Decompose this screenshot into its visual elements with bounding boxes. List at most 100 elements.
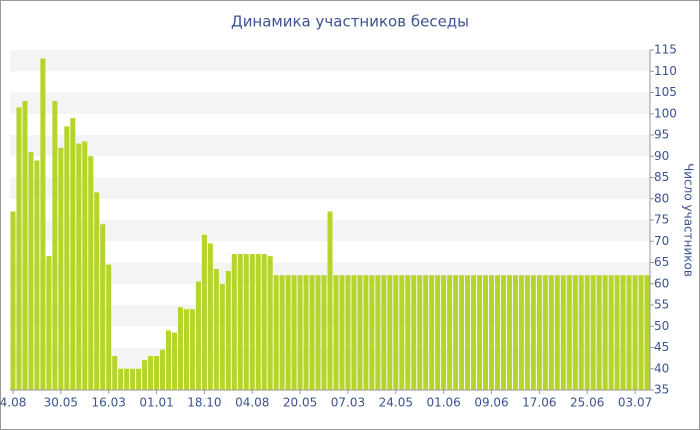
bar (608, 275, 614, 390)
bar (303, 275, 309, 390)
bar (572, 275, 578, 390)
bar (518, 275, 524, 390)
bar (566, 275, 572, 390)
x-tick-label: 01.06 (426, 396, 460, 410)
y-tick-label: 105 (654, 85, 677, 99)
bar (64, 126, 70, 390)
bar (207, 243, 213, 390)
grid-band (10, 50, 650, 72)
bar (201, 234, 207, 390)
y-tick-label: 55 (654, 298, 669, 312)
bar (536, 275, 542, 390)
bar (638, 275, 644, 390)
bar (453, 275, 459, 390)
bar (393, 275, 399, 390)
y-tick-label: 45 (654, 340, 669, 354)
bar (620, 275, 626, 390)
bar (614, 275, 620, 390)
bar (285, 275, 291, 390)
bar (106, 264, 112, 390)
bar (578, 275, 584, 390)
y-tick-label: 115 (654, 43, 677, 57)
bar (441, 275, 447, 390)
x-tick-label: 4.08 (0, 396, 26, 410)
bar (213, 268, 219, 390)
bar (136, 368, 142, 390)
bar (70, 118, 76, 390)
bar (584, 275, 590, 390)
bar (165, 330, 172, 390)
y-tick-label: 35 (654, 383, 669, 397)
bar (315, 275, 321, 390)
bar (16, 107, 22, 390)
bar (483, 275, 489, 390)
bar (154, 356, 160, 390)
bar (339, 275, 345, 390)
grid-band (10, 92, 650, 114)
bar (530, 275, 536, 390)
grid-band (10, 135, 650, 157)
bar (112, 356, 118, 390)
bar (309, 275, 315, 390)
bar (291, 275, 297, 390)
bar (142, 360, 148, 390)
bar (34, 160, 40, 390)
x-tick-label: 20.05 (283, 396, 317, 410)
bar (225, 271, 231, 390)
bar (363, 275, 369, 390)
bar (596, 275, 602, 390)
bar (195, 281, 201, 390)
bar (524, 275, 530, 390)
bar (189, 309, 195, 390)
bar (130, 368, 136, 390)
bar (46, 256, 52, 390)
x-tick-label: 07.03 (331, 396, 365, 410)
bar (387, 275, 393, 390)
bar (644, 275, 650, 390)
bar (100, 224, 106, 390)
bar (602, 275, 608, 390)
bar (351, 275, 357, 390)
x-tick-label: 25.06 (570, 396, 604, 410)
x-tick-label: 17.06 (522, 396, 556, 410)
bar (399, 275, 405, 390)
bar (255, 254, 261, 390)
bar (237, 254, 243, 390)
bar (28, 152, 34, 390)
y-tick-label: 70 (654, 234, 669, 248)
x-tick-label: 09.06 (474, 396, 508, 410)
bar (171, 332, 177, 390)
bar (52, 101, 58, 390)
bar (249, 254, 255, 390)
bar (124, 368, 130, 390)
y-tick-label: 85 (654, 170, 669, 184)
bar (554, 275, 560, 390)
bar (548, 275, 554, 390)
y-tick-label: 60 (654, 276, 669, 290)
bar (423, 275, 429, 390)
bar (512, 275, 518, 390)
bar (435, 275, 441, 390)
bar (243, 254, 249, 390)
x-tick-label: 01.01 (139, 396, 173, 410)
bar (477, 275, 483, 390)
x-tick-label: 16.03 (92, 396, 126, 410)
bar (411, 275, 417, 390)
bar (471, 275, 477, 390)
x-tick-label: 03.07 (618, 396, 652, 410)
bar (261, 254, 267, 390)
bar (267, 256, 273, 390)
x-tick-label: 18.10 (187, 396, 221, 410)
y-tick-label: 65 (654, 255, 669, 269)
bar (333, 275, 339, 390)
y-tick-label: 95 (654, 128, 669, 142)
bar (82, 141, 88, 390)
x-tick-label: 24.05 (379, 396, 413, 410)
y-tick-label: 50 (654, 319, 669, 333)
bar (417, 275, 423, 390)
bar (345, 275, 351, 390)
bar (148, 356, 154, 390)
x-tick-label: 04.08 (235, 396, 269, 410)
bar (375, 275, 381, 390)
chart-title: Динамика участников беседы (231, 13, 469, 31)
